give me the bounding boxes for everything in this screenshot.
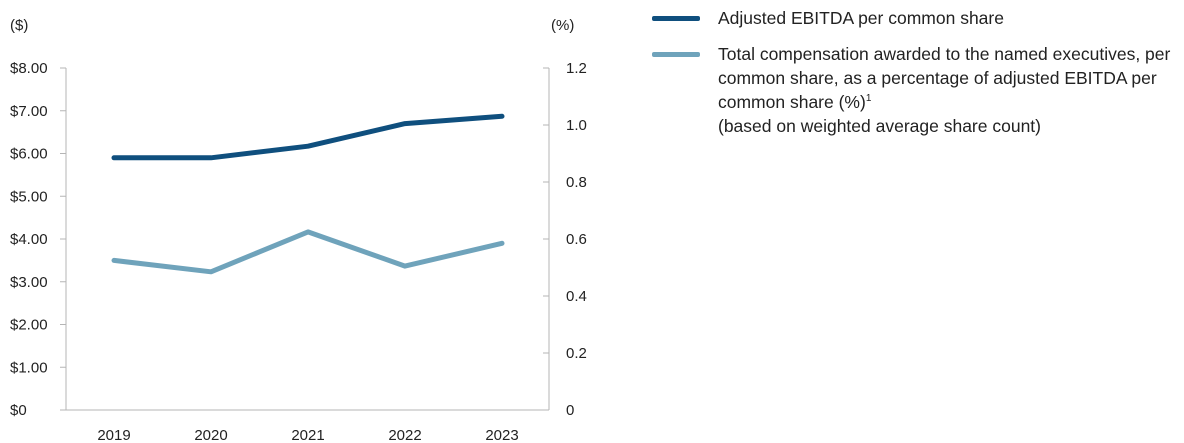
right-axis-tick-label: 0.2 xyxy=(566,345,587,362)
legend-item-ebitda: Adjusted EBITDA per common share xyxy=(652,6,1172,30)
series-line-ebitda xyxy=(111,113,505,161)
legend-note-compensation: (based on weighted average share count) xyxy=(718,116,1041,136)
left-axis-unit-label: ($) xyxy=(10,17,28,34)
left-axis-tick-label: $3.00 xyxy=(10,274,48,291)
x-axis-tick-label: 2023 xyxy=(485,427,518,443)
right-axis-unit-label: (%) xyxy=(551,17,574,34)
x-axis-tick-label: 2021 xyxy=(291,427,324,443)
left-axis-tick-label: $0 xyxy=(10,402,27,419)
left-axis-tick-label: $5.00 xyxy=(10,188,48,205)
left-axis-tick-label: $6.00 xyxy=(10,146,48,163)
tick-labels: $0 $1.00 $2.00 $3.00 $4.00 $5.00 $6.00 $7.00 $8.… xyxy=(10,60,587,443)
right-axis-tick-label: 0.4 xyxy=(566,288,587,305)
right-axis-tick-label: 0.6 xyxy=(566,231,587,248)
legend-swatch-compensation xyxy=(652,52,700,57)
footnote-marker: 1 xyxy=(865,93,872,105)
x-axis-tick-label: 2020 xyxy=(194,427,227,443)
x-axis-tick-label: 2022 xyxy=(388,427,421,443)
legend-swatch-ebitda xyxy=(652,16,700,21)
legend-text-compensation: Total compensation awarded to the named … xyxy=(718,44,1170,136)
axes xyxy=(60,67,550,411)
legend-label-compensation: Total compensation awarded to the named … xyxy=(718,44,1171,112)
right-axis-tick-label: 1.0 xyxy=(566,117,587,134)
left-axis-tick-label: $7.00 xyxy=(10,103,48,120)
series-lines xyxy=(111,113,505,275)
right-axis-tick-label: 0.8 xyxy=(566,174,587,191)
left-axis-tick-label: $1.00 xyxy=(10,359,48,376)
x-axis-tick-label: 2019 xyxy=(97,427,130,443)
left-axis-tick-label: $2.00 xyxy=(10,317,48,334)
left-axis-tick-label: $4.00 xyxy=(10,231,48,248)
legend: Adjusted EBITDA per common share Total c… xyxy=(652,6,1172,138)
legend-label-ebitda: Adjusted EBITDA per common share xyxy=(718,8,1004,28)
right-axis-tick-label: 1.2 xyxy=(566,60,587,77)
series-line-compensation xyxy=(111,229,505,275)
left-axis-tick-label: $8.00 xyxy=(10,60,48,77)
legend-item-compensation: Total compensation awarded to the named … xyxy=(652,42,1172,138)
right-axis-tick-label: 0 xyxy=(566,402,574,419)
